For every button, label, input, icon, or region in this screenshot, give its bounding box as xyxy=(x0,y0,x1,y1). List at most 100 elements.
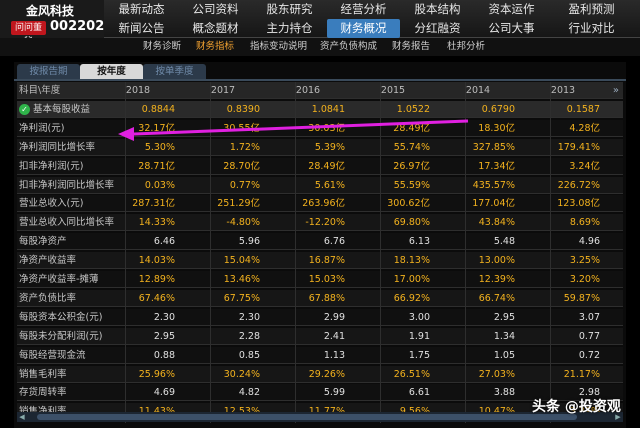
table-row[interactable]: 扣非净利润同比增长率 0.03% 0.77% 5.61% 55.59% 435.57% 22… xyxy=(17,176,623,194)
nav-item[interactable]: 公司资料 xyxy=(192,2,239,16)
nav-item[interactable]: 最新动态 xyxy=(118,2,165,16)
nav-item[interactable]: 股东研究 xyxy=(266,2,313,16)
table-cell: 179.41% xyxy=(557,141,600,153)
row-label-text: 每股未分配利润(元) xyxy=(19,330,103,342)
scroll-right-icon[interactable]: ▶ xyxy=(615,413,621,421)
row-label-text: 资产负债比率 xyxy=(19,292,77,304)
table-row[interactable]: 每股净资产 6.46 5.96 6.76 6.13 5.48 4.96 xyxy=(17,233,623,251)
row-label: 存货周转率 xyxy=(19,384,124,401)
subnav-item[interactable]: 资产负债构成 xyxy=(320,41,378,52)
subnav-item[interactable]: 财务指标 xyxy=(196,41,235,52)
more-columns-icon[interactable]: » xyxy=(612,85,619,96)
check-icon: ✓ xyxy=(19,103,30,115)
table-cell: 67.88% xyxy=(308,292,345,304)
table-cell: 0.72 xyxy=(578,349,600,361)
table-cell: 13.00% xyxy=(478,255,515,267)
ask-secretary-button[interactable]: 问问董秘 xyxy=(11,21,46,47)
table-cell: 3.25% xyxy=(569,255,600,267)
table-cell: 55.74% xyxy=(393,141,430,153)
row-label: 销售净利率 xyxy=(19,403,124,420)
nav-item[interactable]: 公司大事 xyxy=(488,21,535,35)
horizontal-scrollbar[interactable]: ◀ ▶ xyxy=(17,412,623,422)
table-cell: 67.75% xyxy=(223,292,260,304)
nav-item[interactable]: 资本运作 xyxy=(488,2,535,16)
nav-item[interactable]: 经营分析 xyxy=(340,2,387,16)
table-cell: 12.89% xyxy=(138,274,175,285)
row-label-text: 扣非净利润(元) xyxy=(19,160,84,172)
table-cell: 6.13 xyxy=(408,236,430,248)
row-label-text: 销售净利率 xyxy=(19,406,67,417)
year-header[interactable]: 2015 xyxy=(380,85,406,96)
year-header[interactable]: 2017 xyxy=(210,85,236,96)
scroll-left-icon[interactable]: ◀ xyxy=(19,413,25,421)
table-row[interactable]: 净利润同比增长率 5.30% 1.72% 5.39% 55.74% 327.85% 179.… xyxy=(17,138,623,156)
table-row[interactable]: 销售毛利率 25.96% 30.24% 29.26% 26.51% 27.03% 21.17… xyxy=(17,365,623,383)
table-cell: 287.31亿 xyxy=(132,198,175,210)
row-label: 销售毛利率 xyxy=(19,366,124,383)
sub-nav: 财务诊断 财务指标 指标变动说明 资产负债构成 财务报告 杜邦分析 xyxy=(0,38,640,56)
table-cell: 263.96亿 xyxy=(302,198,345,210)
nav-item[interactable]: 分红融资 xyxy=(414,21,461,35)
table-cell: 5.30% xyxy=(144,141,175,153)
subnav-item[interactable]: 指标变动说明 xyxy=(250,41,308,52)
table-row[interactable]: 扣非净利润(元) 28.71亿 28.70亿 28.49亿 26.97亿 17.34亿 3.… xyxy=(17,157,623,175)
nav-item[interactable]: 行业对比 xyxy=(568,21,615,35)
table-row[interactable]: 每股未分配利润(元) 2.95 2.28 2.41 1.91 1.34 0.77 xyxy=(17,327,623,345)
table-row[interactable]: 净资产收益率 14.03% 15.04% 16.87% 18.13% 13.00% 3.25… xyxy=(17,252,623,270)
table-cell: 16.87% xyxy=(308,255,345,267)
nav-item[interactable]: 新闻公告 xyxy=(118,21,165,35)
table-cell: 18.30亿 xyxy=(478,122,515,134)
table-row[interactable]: 净利润(元) 32.17亿 30.55亿 30.03亿 28.49亿 18.30亿 4.28… xyxy=(17,119,623,137)
table-cell: 32.17亿 xyxy=(138,122,175,134)
year-header[interactable]: 2016 xyxy=(295,85,321,96)
table-cell: 1.0522 xyxy=(396,103,430,115)
nav-item[interactable]: 主力持仓 xyxy=(266,21,313,35)
table-cell: 28.49亿 xyxy=(308,160,345,172)
row-label: ✓ 基本每股收益 xyxy=(19,101,124,118)
row-label-text: 存货周转率 xyxy=(19,387,67,399)
table-row[interactable]: 资产负债比率 67.46% 67.75% 67.88% 66.92% 66.74% 59.8… xyxy=(17,289,623,307)
table-cell: 27.03% xyxy=(478,368,515,380)
table-cell: 3.37% xyxy=(520,403,600,420)
table-cell: 251.29亿 xyxy=(217,198,260,210)
table-row[interactable]: 存货周转率 4.69 4.82 5.99 6.61 3.88 2.98 xyxy=(17,384,623,402)
table-cell: 3.00 xyxy=(408,311,430,323)
table-row[interactable]: 营业总收入(元) 287.31亿 251.29亿 263.96亿 300.62亿 177.… xyxy=(17,195,623,213)
table-row[interactable]: 每股资本公积金(元) 2.30 2.30 2.99 3.00 2.95 3.07 xyxy=(17,308,623,326)
table-cell: 14.33% xyxy=(138,217,175,229)
tab-1[interactable]: 按年度 xyxy=(80,64,143,79)
nav-item[interactable]: 概念题材 xyxy=(192,21,239,35)
table-row[interactable]: 每股经营现金流 0.88 0.85 1.13 1.75 1.05 0.72 xyxy=(17,346,623,364)
row-label: 净利润(元) xyxy=(19,120,124,137)
row-label-text: 基本每股收益 xyxy=(33,103,91,115)
table-cell: 30.24% xyxy=(223,368,260,380)
table-cell: 2.30 xyxy=(238,311,260,323)
table-row[interactable]: 营业总收入同比增长率 14.33% -4.80% -12.20% 69.80% 43.84… xyxy=(17,214,623,232)
table-row[interactable]: 净资产收益率-摊薄 12.89% 13.46% 15.03% 17.00% 12.39% 3… xyxy=(17,271,623,288)
table-cell: 1.13 xyxy=(323,349,345,361)
nav-item[interactable]: 盈利预测 xyxy=(568,2,615,16)
tab-2[interactable]: 按单季度 xyxy=(143,64,206,79)
table-row[interactable]: ✓ 基本每股收益 0.8844 0.8390 1.0841 1.0522 0.6790 0.1… xyxy=(17,100,623,118)
scroll-thumb[interactable] xyxy=(37,414,577,420)
subnav-item[interactable]: 财务报告 xyxy=(392,41,431,52)
column-divider xyxy=(210,82,211,423)
table-cell: 2.30 xyxy=(153,311,175,323)
row-label-text: 扣非净利润同比增长率 xyxy=(19,179,115,191)
table-cell: 435.57% xyxy=(472,179,515,191)
table-cell: 5.99 xyxy=(323,387,345,399)
row-label: 每股经营现金流 xyxy=(19,347,124,364)
tab-0[interactable]: 按报告期 xyxy=(17,64,80,79)
table-cell: 4.69 xyxy=(153,387,175,399)
subnav-item[interactable]: 财务诊断 xyxy=(143,41,182,52)
nav-item[interactable]: 股本结构 xyxy=(414,2,461,16)
table-cell: 26.51% xyxy=(393,368,430,380)
row-label: 每股未分配利润(元) xyxy=(19,328,124,345)
row-label-text: 净资产收益率 xyxy=(19,255,77,267)
year-header[interactable]: 2013 xyxy=(550,85,576,96)
table-cell: 2.95 xyxy=(493,311,515,323)
year-header[interactable]: 2014 xyxy=(465,85,491,96)
year-header[interactable]: 2018 xyxy=(125,85,151,96)
nav-item[interactable]: 财务概况 xyxy=(327,19,400,38)
subnav-item[interactable]: 杜邦分析 xyxy=(447,41,486,52)
